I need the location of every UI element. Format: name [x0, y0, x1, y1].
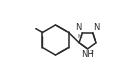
Text: H: H [77, 34, 82, 39]
Text: N: N [93, 23, 99, 32]
Text: NH: NH [81, 50, 94, 59]
Text: 2: 2 [90, 50, 94, 55]
Text: N: N [76, 23, 82, 32]
